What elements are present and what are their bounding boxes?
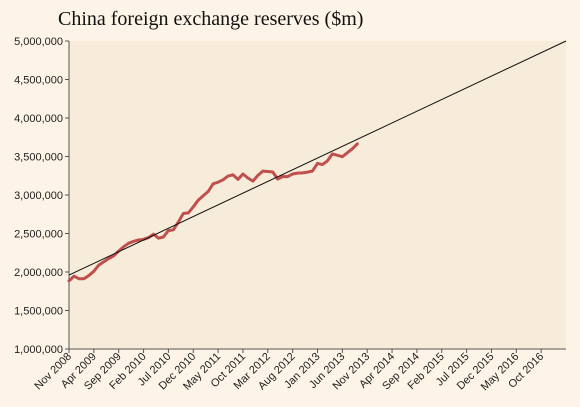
y-tick-label: 1,000,000 [14, 344, 63, 356]
y-tick-label: 5,000,000 [14, 36, 63, 48]
y-tick-label: 2,500,000 [14, 229, 63, 241]
y-tick-label: 4,000,000 [14, 113, 63, 125]
y-tick-label: 3,500,000 [14, 152, 63, 164]
y-tick-label: 3,000,000 [14, 190, 63, 202]
y-tick-label: 2,000,000 [14, 267, 63, 279]
trend-line [68, 40, 567, 276]
chart-title: China foreign exchange reserves ($m) [58, 8, 364, 30]
y-tick-label: 4,500,000 [14, 75, 63, 87]
plot-area [69, 41, 566, 349]
y-tick-label: 1,500,000 [14, 306, 63, 318]
